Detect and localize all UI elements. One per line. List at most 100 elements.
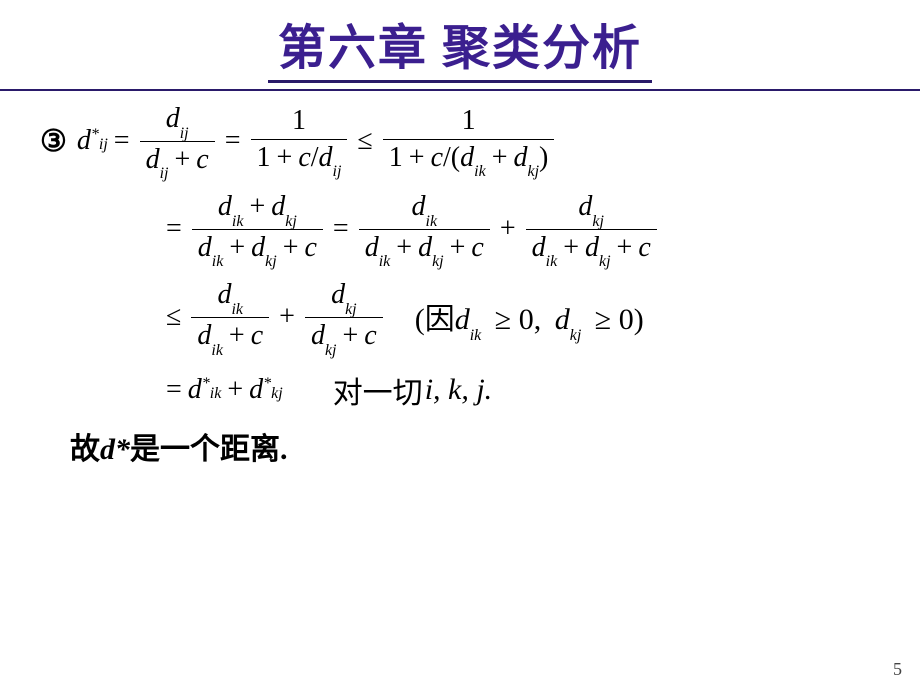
f3-den-close: ) <box>539 142 548 173</box>
l2B-num-s: ik <box>426 213 438 230</box>
f3-den-d1: d <box>460 142 474 173</box>
l2C-den-d1: d <box>532 232 546 263</box>
l3-note-d2s: kj <box>570 327 582 344</box>
f1-den-plus: + <box>174 144 190 175</box>
l4-eq: = <box>166 374 182 406</box>
conclusion-post: 是一个距离. <box>130 433 288 466</box>
f1-num: d <box>166 103 180 134</box>
lhs-sup: * <box>91 126 99 144</box>
l3-fracA: dik dik+c <box>191 279 269 355</box>
content-area: ③ d*ij = dij dij+c = 1 1+c/dij ≤ 1 1+c/(… <box>0 91 920 468</box>
f1-den-sub: ij <box>160 165 169 182</box>
f2-den-d-sub: ij <box>333 163 342 180</box>
f1-den-d: d <box>146 144 160 175</box>
lhs-sub: ij <box>99 136 108 154</box>
l2-fracB: dik dik+dkj+c <box>359 191 490 267</box>
eq2: = <box>225 125 241 157</box>
l2-fracC: dkj dik+dkj+c <box>526 191 657 267</box>
f3-den-d2-sub: kj <box>527 163 539 180</box>
l3A-num: d <box>217 279 231 310</box>
l2A-den-d1: d <box>198 232 212 263</box>
l2-plus: + <box>500 213 516 245</box>
l2B-den-plus2: + <box>450 232 466 263</box>
l3-leq: ≤ <box>166 301 181 333</box>
l3-note-d2: d <box>555 303 570 336</box>
l2A-den-plus2: + <box>283 232 299 263</box>
l2C-den-plus2: + <box>617 232 633 263</box>
f2-num: 1 <box>286 105 312 139</box>
l2-eq: = <box>166 213 182 245</box>
l2C-num: d <box>578 191 592 222</box>
f3-den-d1-sub: ik <box>474 163 486 180</box>
lhs-d: d <box>77 125 91 157</box>
l2A-den-c: c <box>304 232 316 263</box>
f2-den-slash: / <box>311 142 319 173</box>
l3B-den-d: d <box>311 320 325 351</box>
l3A-den-plus: + <box>229 320 245 351</box>
l2C-den-d2: d <box>585 232 599 263</box>
f1-num-sub: ij <box>180 125 189 142</box>
l2A-den-plus: + <box>229 232 245 263</box>
l3-note-ge1: ≥ 0, <box>495 303 541 336</box>
conclusion-var: d* <box>100 433 130 466</box>
page-number: 5 <box>893 659 902 680</box>
l2A-num-d1s: ik <box>232 213 244 230</box>
f2-den-d: d <box>319 142 333 173</box>
equation-line-2: = dik+dkj dik+dkj+c = dik dik+dkj+c + dk… <box>160 191 880 267</box>
l3B-num: d <box>331 279 345 310</box>
l2B-den-d2s: kj <box>432 253 444 270</box>
l3-note-open: ( <box>415 303 425 336</box>
f1-den-c: c <box>196 144 208 175</box>
l4-d2-sup: * <box>263 375 271 393</box>
l4-d1: d <box>188 374 202 406</box>
l4-d1-sub: ik <box>210 385 222 403</box>
l2A-num-plus: + <box>249 191 265 222</box>
title-wrap: 第六章 聚类分析 <box>0 0 920 83</box>
l2A-num-d2s: kj <box>285 213 297 230</box>
l2A-num-d2: d <box>271 191 285 222</box>
l3A-den-c: c <box>251 320 263 351</box>
l3B-num-s: kj <box>345 301 357 318</box>
l3-note-ge2: ≥ 0) <box>595 303 644 336</box>
frac-1: dij dij+c <box>140 103 215 179</box>
frac-3: 1 1+c/(dik+dkj) <box>383 105 555 178</box>
l4-tail-cn: 对一切 <box>333 368 423 412</box>
f3-den-plus2: + <box>492 142 508 173</box>
l4-d2: d <box>249 374 263 406</box>
equation-line-4: = d*ik + d*kj 对一切i, k, j. <box>160 368 880 412</box>
f3-den-slash: /( <box>443 142 460 173</box>
l4-d1-sup: * <box>202 375 210 393</box>
l3-note-d1: d <box>455 303 470 336</box>
l2C-den-d1s: ik <box>546 253 558 270</box>
l2A-den-d1s: ik <box>212 253 224 270</box>
item-marker: ③ <box>40 124 67 159</box>
l2B-den-plus: + <box>396 232 412 263</box>
l2B-den-d1: d <box>365 232 379 263</box>
l3B-den-plus: + <box>343 320 359 351</box>
l3-note-d1s: ik <box>470 327 482 344</box>
f2-den-c: c <box>298 142 310 173</box>
l2-fracA: dik+dkj dik+dkj+c <box>192 191 323 267</box>
l3B-den-ds: kj <box>325 342 337 359</box>
l2C-den-d2s: kj <box>599 253 611 270</box>
l4-plus: + <box>227 374 243 406</box>
f3-den-d2: d <box>513 142 527 173</box>
f3-den-plus: + <box>409 142 425 173</box>
l2A-den-d2: d <box>251 232 265 263</box>
l3-note: (因dik ≥ 0, dkj ≥ 0) <box>415 294 650 341</box>
l4-d2-sub: kj <box>271 385 283 403</box>
conclusion: 故d*是一个距离. <box>70 424 880 468</box>
l3B-den-c: c <box>364 320 376 351</box>
l4-tail-vars: i, k, j. <box>425 373 493 407</box>
l3-note-cn: 因 <box>425 303 455 336</box>
leq1: ≤ <box>357 125 372 157</box>
f3-den-1: 1 <box>389 142 403 173</box>
f2-den-plus: + <box>277 142 293 173</box>
l2A-num-d1: d <box>218 191 232 222</box>
f2-den-1: 1 <box>257 142 271 173</box>
l2-eq2: = <box>333 213 349 245</box>
eq1: = <box>114 125 130 157</box>
f3-num: 1 <box>456 105 482 139</box>
f3-den-c: c <box>431 142 443 173</box>
l2B-den-c: c <box>471 232 483 263</box>
